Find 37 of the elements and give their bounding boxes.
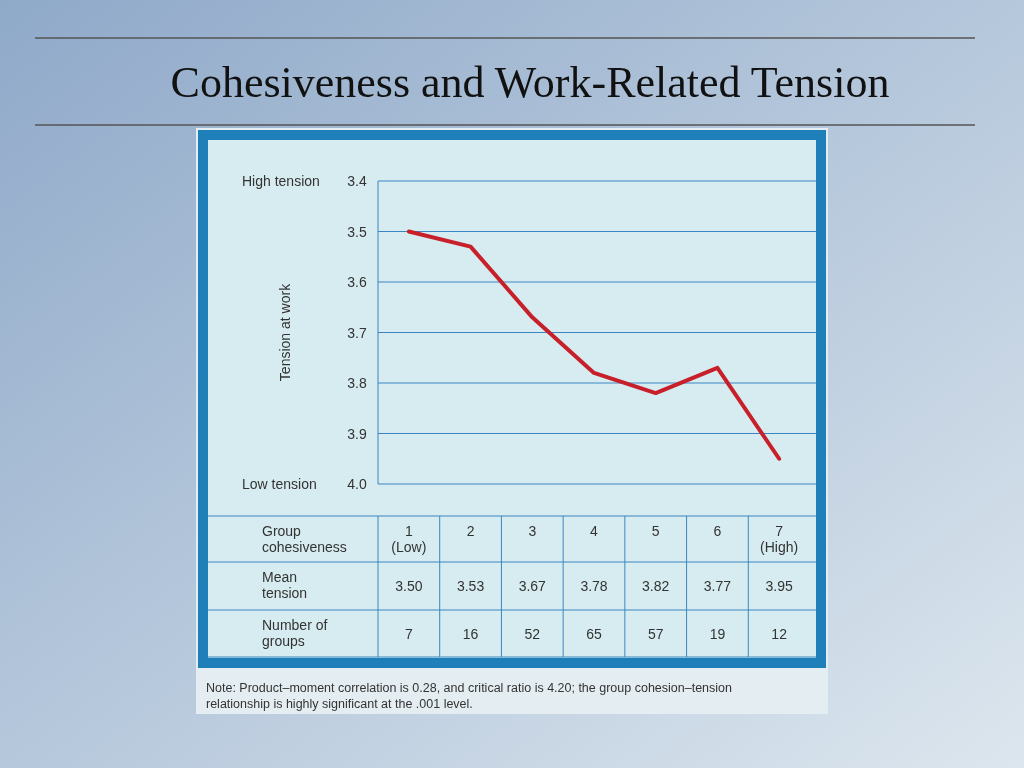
line-series xyxy=(406,229,782,461)
x-tick-label: 4 xyxy=(590,523,599,539)
y-tick-label: 3.7 xyxy=(347,324,367,341)
y-axis-title: Tension at work xyxy=(277,282,293,382)
data-label: 3.53 xyxy=(456,578,485,594)
y-tick-label: 4.0 xyxy=(347,476,367,492)
data-label: 3.67 xyxy=(518,578,547,594)
x-tick-label: 7 (High) xyxy=(760,523,799,555)
text: 16 xyxy=(462,626,479,642)
data-label: 3.77 xyxy=(703,578,732,594)
text: 57 xyxy=(647,626,664,642)
y-tick-label: 3.5 xyxy=(347,223,367,240)
data-label: 3.78 xyxy=(580,578,608,594)
y-tick-label: 3.6 xyxy=(347,274,367,290)
text: Number of groups xyxy=(262,617,328,649)
text: 7 xyxy=(404,626,413,642)
text: High tension xyxy=(242,173,320,189)
y-tick-label: 3.8 xyxy=(347,375,367,391)
x-axis-title: Group cohesiveness xyxy=(262,523,347,555)
y-tick-label: 3.4 xyxy=(347,173,367,189)
x-tick-label: 5 xyxy=(651,523,660,539)
text: 52 xyxy=(524,626,541,642)
text: 65 xyxy=(586,626,602,642)
text: Low tension xyxy=(242,476,317,492)
data-label: 3.82 xyxy=(642,578,670,594)
text: 12 xyxy=(771,626,788,642)
x-tick-label: 1 (Low) xyxy=(391,523,427,555)
text: Note: Product–moment correlation is 0.28, and critical ratio is 4.20; the group cohesion–tension relationship is highly significant at the .001 level. xyxy=(206,681,733,711)
x-tick-label: 6 xyxy=(713,523,722,539)
data-label: 3.95 xyxy=(765,578,793,594)
y-tick-label: 3.9 xyxy=(347,425,367,442)
text: 19 xyxy=(709,626,726,642)
x-tick-label: 2 xyxy=(466,523,475,539)
data-label: 3.50 xyxy=(395,578,423,594)
x-tick-label: 3 xyxy=(528,523,537,539)
text: Mean tension xyxy=(262,569,308,601)
chart-title: Cohesiveness and Work-Related Tension xyxy=(170,58,890,107)
